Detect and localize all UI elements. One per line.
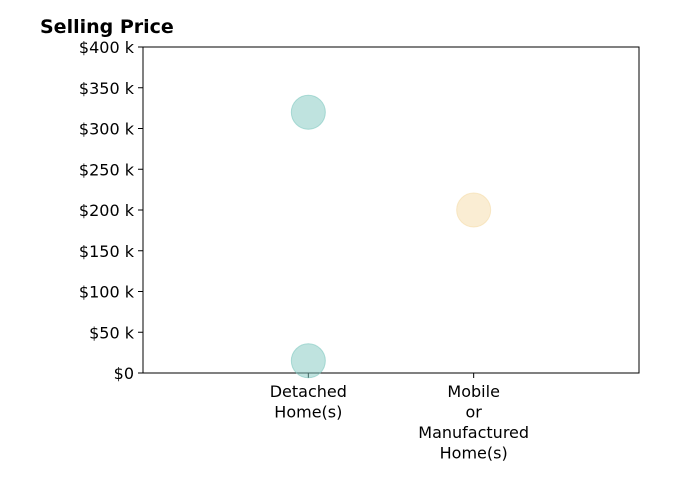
y-tick-label: $250 k — [79, 160, 135, 179]
y-tick-label: $50 k — [89, 323, 135, 342]
data-point — [456, 192, 492, 228]
y-tick-label: $350 k — [79, 79, 135, 98]
y-tick-label: $0 — [114, 364, 134, 383]
y-tick-label: $400 k — [79, 38, 135, 57]
y-tick-label: $150 k — [79, 242, 135, 261]
x-tick-label: Mobile or Manufactured Home(s) — [418, 382, 529, 463]
y-tick-label: $200 k — [79, 201, 135, 220]
y-tick-label: $100 k — [79, 283, 135, 302]
data-point — [290, 94, 326, 130]
data-point — [290, 343, 326, 379]
y-tick-label: $300 k — [79, 120, 135, 139]
chart-title: Selling Price — [40, 16, 174, 38]
x-tick-label: Detached Home(s) — [270, 382, 347, 422]
plot-area — [142, 46, 640, 374]
